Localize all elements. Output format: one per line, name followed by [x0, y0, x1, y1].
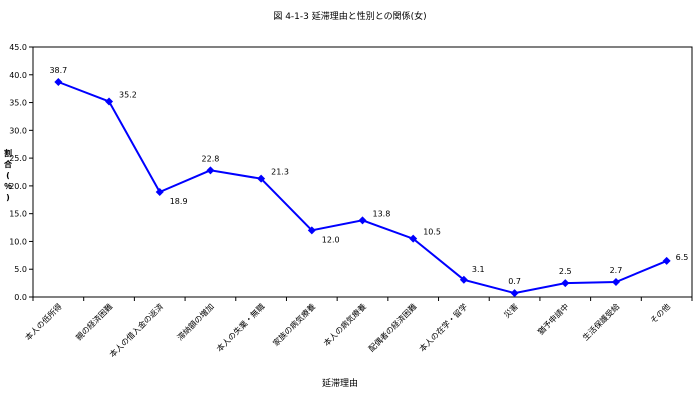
plot-frame	[32, 46, 693, 298]
y-tick-label: 40.0	[9, 71, 27, 80]
x-tick-label: 生活保護受給	[580, 301, 621, 342]
y-axis-label-char: 合	[4, 160, 12, 169]
y-tick-label: 15.0	[9, 210, 27, 219]
data-point-marker	[155, 188, 164, 196]
y-tick-label: 5.0	[14, 265, 27, 274]
x-tick-label: その他	[648, 301, 672, 325]
y-axis-label-char: (	[6, 171, 10, 180]
y-axis-label-char: ％	[4, 182, 12, 191]
x-tick-label: 災害	[502, 301, 520, 319]
data-label: 13.8	[373, 209, 391, 218]
data-point-marker	[510, 289, 519, 298]
data-point-marker	[409, 234, 418, 243]
data-point-marker	[561, 279, 570, 288]
y-tick-label: 45.0	[9, 43, 27, 52]
x-tick-label: 本人の失業・無職	[214, 301, 266, 353]
x-tick-label: 本人の低所得	[23, 301, 64, 342]
data-point-marker	[105, 97, 114, 106]
data-label: 2.7	[610, 266, 623, 275]
y-axis-label-char: )	[6, 193, 10, 202]
series-line	[57, 81, 668, 295]
data-point-marker	[307, 226, 316, 235]
y-tick-label: 0.0	[14, 293, 27, 302]
x-axis-label: 延滞理由	[322, 379, 359, 389]
y-axis-label-char: 割	[4, 149, 12, 158]
data-label: 2.5	[559, 267, 572, 276]
x-tick-label: 配偶者の経済困難	[366, 301, 418, 353]
data-label: 12.0	[322, 235, 340, 244]
x-tick-label: 家族の病気療養	[271, 301, 318, 348]
chart-title: 図 4-1-3 延滞理由と性別との関係(女)	[273, 12, 427, 22]
data-label: 3.1	[472, 265, 485, 274]
y-tick-label: 35.0	[9, 99, 27, 108]
y-tick-label: 20.0	[9, 182, 27, 191]
data-label: 38.7	[49, 66, 67, 75]
data-label: 10.5	[423, 228, 441, 237]
x-tick-label: 本人の借入金の返済	[107, 301, 165, 359]
x-tick-label: 親の経済困難	[73, 301, 114, 342]
data-label: 21.3	[271, 168, 289, 177]
y-tick-label: 10.0	[9, 237, 27, 246]
data-label: 18.9	[170, 197, 188, 206]
x-tick-label: 本人の病気療養	[321, 301, 368, 348]
data-label: 22.8	[202, 154, 220, 163]
data-point-marker	[662, 256, 671, 265]
y-tick-label: 30.0	[9, 126, 27, 135]
data-point-marker	[459, 275, 468, 284]
data-point-marker	[54, 78, 63, 86]
x-tick-label: 本人の在学・留学	[417, 301, 469, 353]
data-label: 0.7	[508, 277, 521, 286]
data-point-marker	[611, 278, 620, 286]
x-tick-label: 滞納額の増加	[175, 301, 216, 342]
data-label: 35.2	[119, 90, 137, 99]
x-tick-label: 猶予申請中	[535, 301, 570, 336]
y-tick-label: 25.0	[9, 154, 27, 163]
data-point-marker	[206, 166, 215, 175]
data-point-marker	[257, 174, 266, 183]
y-axis-label: 割 合 ( ％ )	[2, 148, 14, 203]
data-point-marker	[358, 216, 367, 225]
data-label: 6.5	[676, 253, 689, 262]
